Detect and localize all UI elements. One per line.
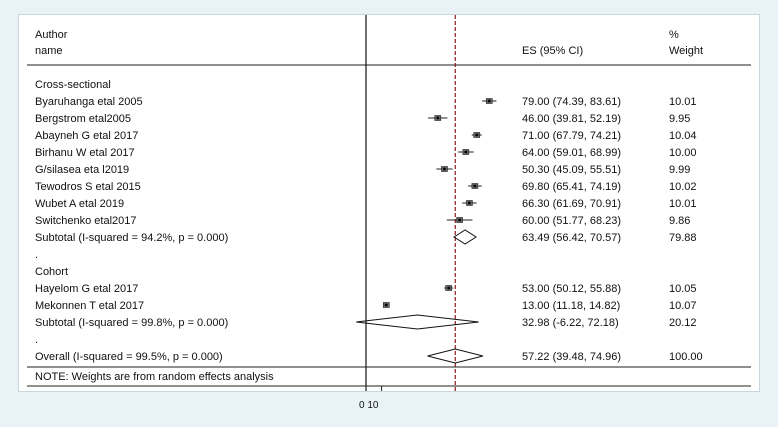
study-label: Birhanu W etal 2017 bbox=[35, 147, 135, 159]
study-label: Tewodros S etal 2015 bbox=[35, 181, 141, 193]
subtotal-ci: 32.98 (-6.22, 72.18) bbox=[522, 317, 619, 329]
subtotal-ci: 63.49 (56.42, 70.57) bbox=[522, 232, 621, 244]
group-label: Cross-sectional bbox=[35, 79, 111, 91]
subtotal-label: Subtotal (I-squared = 94.2%, p = 0.000) bbox=[35, 232, 228, 244]
study-ci: 13.00 (11.18, 14.82) bbox=[522, 300, 620, 312]
subtotal-weight: 20.12 bbox=[669, 317, 697, 329]
study-point bbox=[458, 218, 461, 222]
subtotal-label: Subtotal (I-squared = 99.8%, p = 0.000) bbox=[35, 317, 228, 329]
group-label: Cohort bbox=[35, 266, 68, 278]
study-ci: 53.00 (50.12, 55.88) bbox=[522, 283, 621, 295]
study-weight: 10.01 bbox=[669, 96, 697, 108]
study-weight: 10.01 bbox=[669, 198, 697, 210]
study-label: Wubet A etal 2019 bbox=[35, 198, 124, 210]
x-tick-0: 0 bbox=[359, 400, 365, 411]
study-ci: 66.30 (61.69, 70.91) bbox=[522, 198, 621, 210]
study-weight: 9.99 bbox=[669, 164, 690, 176]
header-weight: Weight bbox=[669, 45, 703, 57]
subtotal-diamond bbox=[453, 229, 478, 245]
study-label: Switchenko etal2017 bbox=[35, 215, 137, 227]
study-weight: 10.00 bbox=[669, 147, 697, 159]
overall-diamond bbox=[427, 348, 484, 364]
study-point bbox=[443, 167, 446, 171]
study-label: Byaruhanga etal 2005 bbox=[35, 96, 143, 108]
study-ci: 60.00 (51.77, 68.23) bbox=[522, 215, 621, 227]
study-point bbox=[447, 286, 451, 290]
subtotal-weight: 79.88 bbox=[669, 232, 697, 244]
x-axis-tick-labels: 0 10 bbox=[359, 400, 378, 411]
study-weight: 10.04 bbox=[669, 130, 697, 142]
separator-dot: . bbox=[35, 249, 38, 261]
header-es: ES (95% CI) bbox=[522, 45, 583, 57]
study-point bbox=[384, 303, 388, 307]
study-ci: 79.00 (74.39, 83.61) bbox=[522, 96, 621, 108]
study-point bbox=[473, 184, 477, 188]
study-ci: 71.00 (67.79, 74.21) bbox=[522, 130, 621, 142]
header-name: name bbox=[35, 45, 63, 57]
study-label: Bergstrom etal2005 bbox=[35, 113, 131, 125]
study-ci: 69.80 (65.41, 74.19) bbox=[522, 181, 621, 193]
study-weight: 10.02 bbox=[669, 181, 697, 193]
study-weight: 9.95 bbox=[669, 113, 690, 125]
study-point bbox=[487, 99, 491, 103]
study-ci: 64.00 (59.01, 68.99) bbox=[522, 147, 621, 159]
study-point bbox=[464, 150, 468, 154]
x-tick-10: 10 bbox=[367, 400, 379, 411]
subtotal-diamond bbox=[356, 314, 479, 330]
header-author: Author bbox=[35, 29, 68, 41]
study-point bbox=[475, 133, 479, 137]
study-label: G/silasea eta l2019 bbox=[35, 164, 129, 176]
study-label: Abayneh G etal 2017 bbox=[35, 130, 138, 142]
header-pct: % bbox=[669, 29, 679, 41]
study-weight: 10.07 bbox=[669, 300, 697, 312]
study-label: Hayelom G etal 2017 bbox=[35, 283, 138, 295]
study-point bbox=[436, 116, 440, 120]
study-label: Mekonnen T etal 2017 bbox=[35, 300, 144, 312]
study-weight: 10.05 bbox=[669, 283, 697, 295]
overall-label: Overall (I-squared = 99.5%, p = 0.000) bbox=[35, 351, 223, 363]
study-point bbox=[468, 201, 471, 205]
overall-weight: 100.00 bbox=[669, 351, 703, 363]
study-ci: 50.30 (45.09, 55.51) bbox=[522, 164, 621, 176]
study-weight: 9.86 bbox=[669, 215, 690, 227]
forest-plot-panel: Author name ES (95% CI)% Weight Cross-sectio… bbox=[18, 14, 760, 392]
forest-plot: Author name ES (95% CI)% Weight Cross-sectio… bbox=[27, 15, 751, 391]
overall-ci: 57.22 (39.48, 74.96) bbox=[522, 351, 621, 363]
separator-dot: . bbox=[35, 334, 38, 346]
footnote: NOTE: Weights are from random effects an… bbox=[35, 371, 274, 383]
study-ci: 46.00 (39.81, 52.19) bbox=[522, 113, 621, 125]
